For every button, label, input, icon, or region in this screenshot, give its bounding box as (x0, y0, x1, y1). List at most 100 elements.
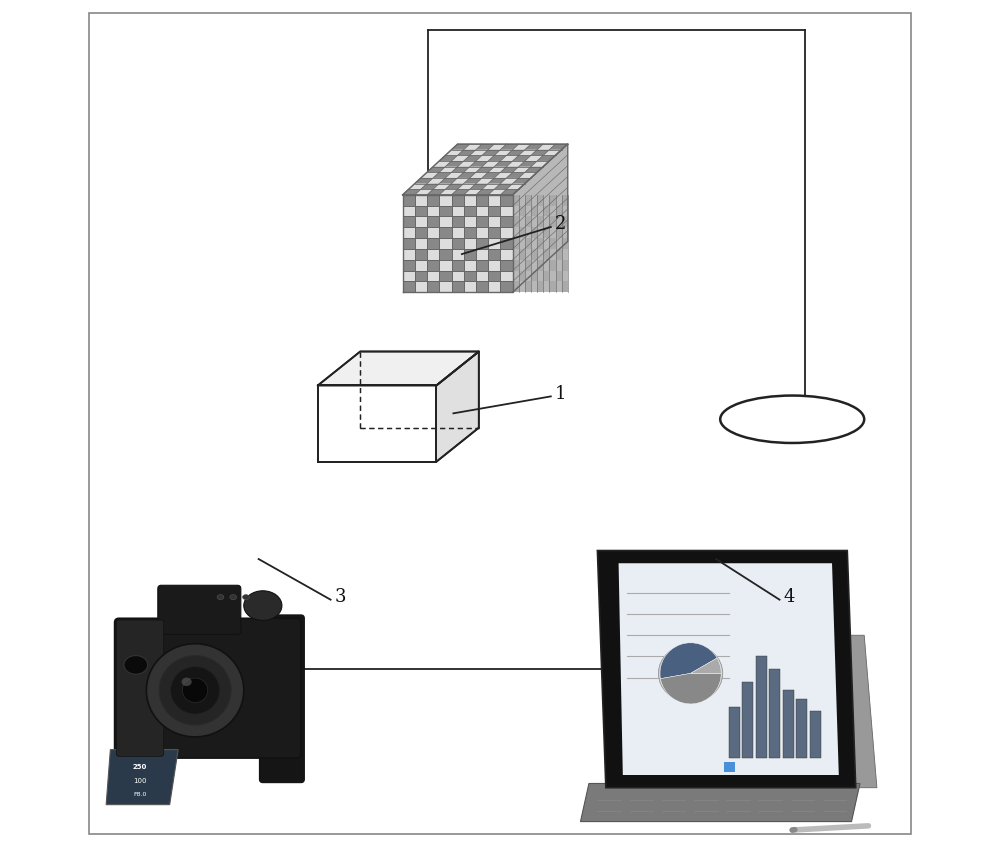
Polygon shape (580, 783, 860, 822)
Bar (427, 217, 439, 227)
Polygon shape (452, 155, 470, 161)
Bar (476, 270, 488, 281)
Polygon shape (452, 144, 470, 150)
Bar (403, 260, 415, 270)
Polygon shape (476, 144, 494, 150)
Ellipse shape (159, 656, 231, 725)
Polygon shape (507, 172, 525, 178)
Bar (488, 270, 500, 281)
Text: 2: 2 (555, 215, 566, 234)
Polygon shape (519, 281, 525, 292)
Bar (464, 206, 476, 217)
Polygon shape (556, 206, 562, 217)
Bar (476, 227, 488, 238)
Polygon shape (525, 281, 531, 292)
Bar (488, 227, 500, 238)
Wedge shape (691, 658, 721, 673)
Ellipse shape (171, 667, 220, 714)
Polygon shape (531, 270, 537, 281)
Text: 1: 1 (555, 385, 567, 403)
Polygon shape (519, 150, 537, 155)
Polygon shape (562, 270, 568, 281)
Bar (464, 260, 476, 270)
Bar (756, 656, 767, 758)
Bar (439, 238, 452, 249)
Polygon shape (507, 150, 525, 155)
Bar (415, 195, 427, 206)
Polygon shape (464, 144, 482, 150)
Bar (427, 206, 439, 217)
Polygon shape (519, 270, 525, 281)
Bar (415, 260, 427, 270)
Polygon shape (531, 217, 537, 227)
Polygon shape (433, 161, 452, 167)
Polygon shape (597, 551, 856, 788)
Polygon shape (445, 172, 464, 178)
Polygon shape (556, 227, 562, 238)
Polygon shape (556, 270, 562, 281)
Polygon shape (543, 217, 549, 227)
Bar (415, 217, 427, 227)
Bar (427, 227, 439, 238)
Polygon shape (427, 189, 445, 195)
Bar (742, 682, 753, 758)
Bar (464, 249, 476, 260)
Polygon shape (519, 206, 525, 217)
Ellipse shape (230, 595, 237, 600)
Bar (476, 206, 488, 217)
Polygon shape (537, 155, 556, 161)
Polygon shape (519, 238, 525, 249)
Bar (427, 249, 439, 260)
Polygon shape (464, 167, 482, 172)
Polygon shape (562, 260, 568, 270)
Polygon shape (519, 260, 525, 270)
Polygon shape (488, 189, 507, 195)
Polygon shape (549, 217, 556, 227)
Polygon shape (537, 195, 543, 206)
Bar (452, 217, 464, 227)
Polygon shape (525, 238, 531, 249)
Polygon shape (549, 238, 556, 249)
Polygon shape (513, 178, 531, 184)
Polygon shape (445, 150, 464, 155)
Polygon shape (439, 155, 458, 161)
Bar (500, 270, 513, 281)
Bar (500, 217, 513, 227)
Polygon shape (549, 227, 556, 238)
Bar (427, 270, 439, 281)
Polygon shape (562, 238, 568, 249)
Polygon shape (513, 238, 519, 249)
Polygon shape (415, 178, 433, 184)
Wedge shape (660, 673, 721, 704)
Polygon shape (830, 635, 877, 788)
Bar (724, 762, 735, 772)
Polygon shape (452, 189, 470, 195)
Polygon shape (519, 227, 525, 238)
Polygon shape (537, 227, 543, 238)
Bar (452, 270, 464, 281)
Bar (452, 195, 464, 206)
Polygon shape (531, 195, 537, 206)
Polygon shape (458, 150, 476, 155)
Polygon shape (543, 195, 549, 206)
Bar (488, 238, 500, 249)
Polygon shape (464, 189, 482, 195)
Polygon shape (421, 172, 439, 178)
Polygon shape (403, 189, 421, 195)
Bar (403, 249, 415, 260)
FancyBboxPatch shape (158, 585, 241, 634)
Polygon shape (427, 167, 445, 172)
Polygon shape (409, 184, 427, 189)
Polygon shape (537, 249, 543, 260)
Polygon shape (500, 167, 519, 172)
Bar (403, 281, 415, 292)
Ellipse shape (217, 595, 224, 600)
Text: 100: 100 (133, 778, 147, 784)
Bar (464, 195, 476, 206)
Bar (769, 669, 780, 758)
Wedge shape (660, 643, 717, 678)
Polygon shape (464, 155, 482, 161)
Bar (403, 195, 415, 206)
Bar (439, 260, 452, 270)
Polygon shape (427, 178, 445, 184)
